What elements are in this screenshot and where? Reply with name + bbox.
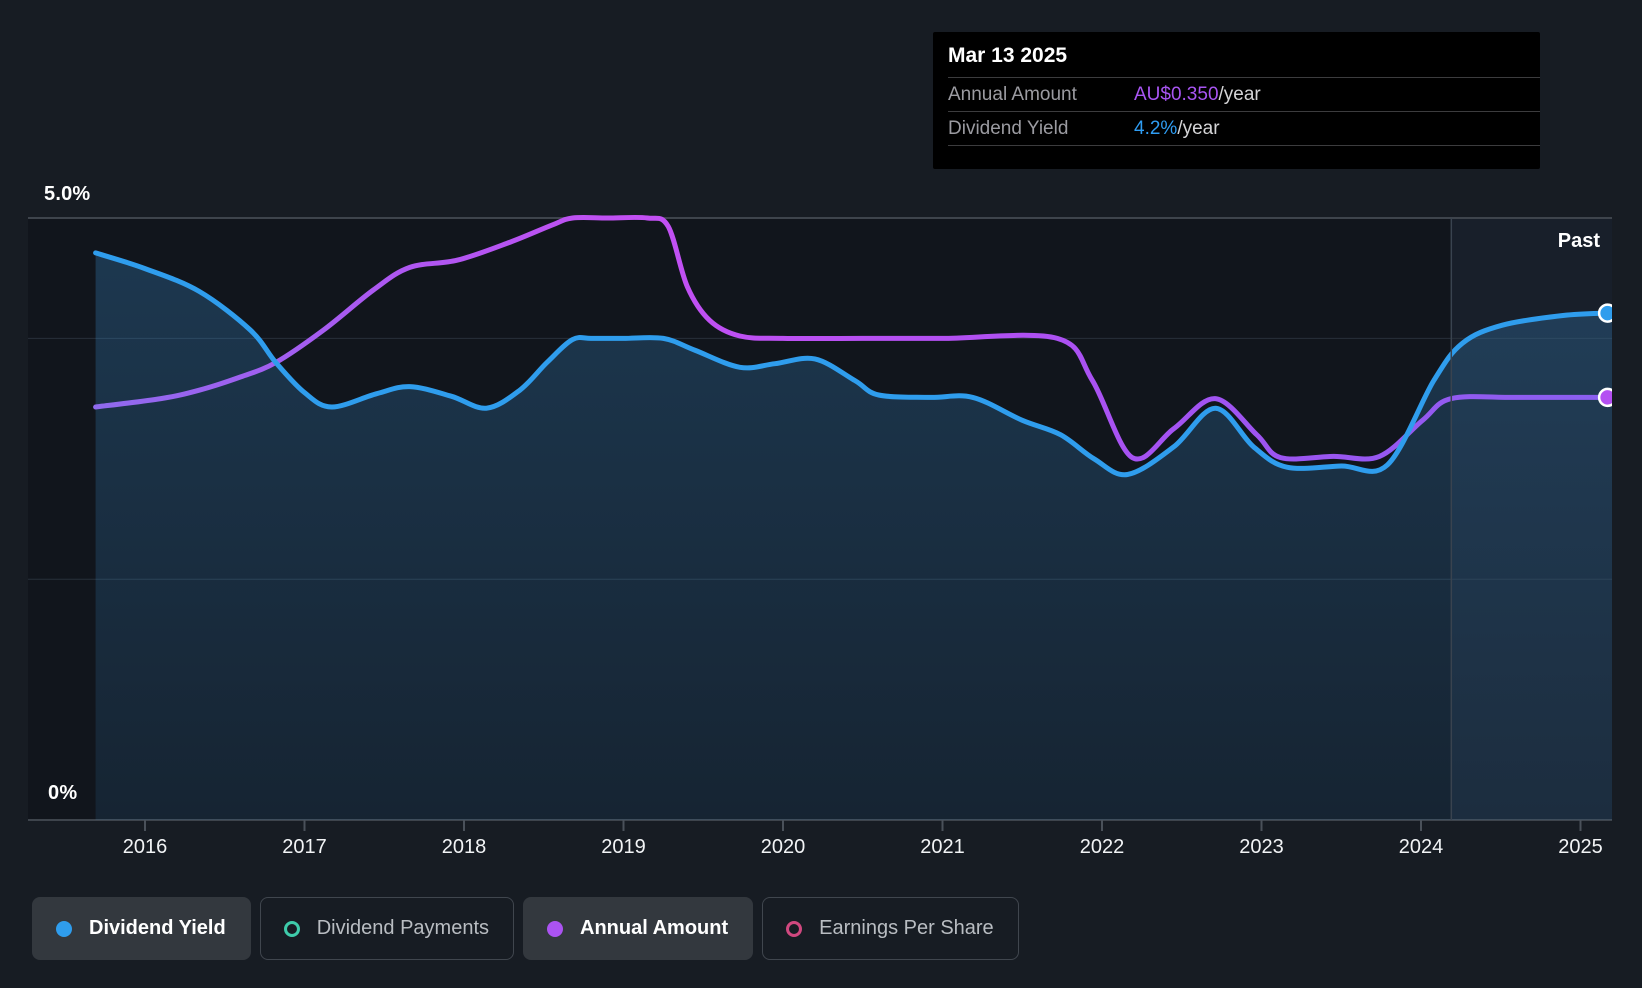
legend-toggle-annual-amount[interactable]: Annual Amount — [523, 897, 753, 960]
dividend-yield-end-dot — [1599, 305, 1616, 322]
legend-toggle-earnings-per-share[interactable]: Earnings Per Share — [762, 897, 1019, 960]
annual-amount-end-dot — [1599, 389, 1616, 406]
tooltip-row-annual-amount: Annual Amount AU$0.350/year — [933, 78, 1540, 111]
tooltip-value: AU$0.350 — [1134, 84, 1219, 106]
earnings-per-share-ring-icon — [786, 921, 802, 937]
y-axis-top-label: 5.0% — [44, 183, 90, 206]
x-axis-label: 2021 — [920, 836, 965, 859]
x-axis-ticks — [145, 820, 1581, 831]
legend-label: Dividend Payments — [317, 917, 489, 940]
x-axis-label: 2022 — [1080, 836, 1125, 859]
legend-toggle-dividend-yield[interactable]: Dividend Yield — [32, 897, 251, 960]
x-axis-label: 2018 — [442, 836, 487, 859]
x-axis-label: 2023 — [1239, 836, 1284, 859]
dividend-yield-dot-icon — [56, 921, 72, 937]
legend-label: Earnings Per Share — [819, 917, 994, 940]
x-axis-label: 2024 — [1399, 836, 1444, 859]
y-axis-bottom-label: 0% — [48, 782, 77, 805]
tooltip-date: Mar 13 2025 — [933, 32, 1540, 77]
dividend-history-chart-page: 5.0% 0% 2016 2017 2018 2019 2020 2021 2022 2023… — [0, 0, 1642, 988]
annual-amount-dot-icon — [547, 921, 563, 937]
tooltip-label: Annual Amount — [948, 84, 1134, 106]
tooltip-label: Dividend Yield — [948, 118, 1134, 140]
past-region-label: Past — [1520, 230, 1600, 253]
x-axis-label: 2016 — [123, 836, 168, 859]
tooltip-suffix: /year — [1177, 118, 1219, 140]
x-axis-label: 2017 — [282, 836, 327, 859]
legend-label: Dividend Yield — [89, 917, 226, 940]
x-axis-label: 2025 — [1558, 836, 1603, 859]
chart-legend: Dividend Yield Dividend Payments Annual … — [32, 897, 1019, 960]
legend-label: Annual Amount — [580, 917, 728, 940]
tooltip-row-dividend-yield: Dividend Yield 4.2%/year — [933, 112, 1540, 145]
tooltip-separator — [948, 145, 1540, 146]
chart-tooltip: Mar 13 2025 Annual Amount AU$0.350/year … — [933, 32, 1540, 169]
x-axis-label: 2019 — [601, 836, 646, 859]
tooltip-value: 4.2% — [1134, 118, 1177, 140]
dividend-payments-ring-icon — [284, 921, 300, 937]
tooltip-suffix: /year — [1219, 84, 1261, 106]
x-axis-label: 2020 — [761, 836, 806, 859]
legend-toggle-dividend-payments[interactable]: Dividend Payments — [260, 897, 514, 960]
